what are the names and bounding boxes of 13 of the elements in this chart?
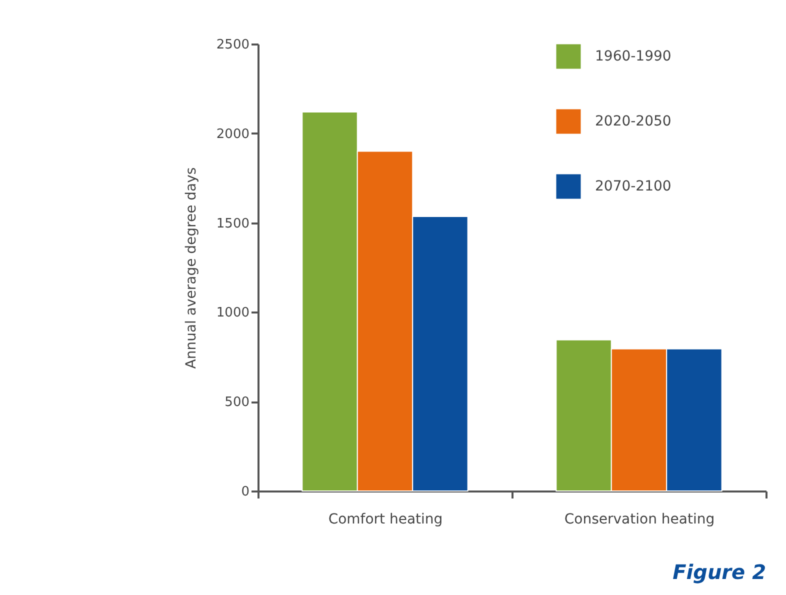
y-tick-label: 1000 bbox=[216, 306, 250, 321]
y-tick-label: 0 bbox=[241, 484, 250, 500]
x-tick-label: Conservation heating bbox=[564, 512, 715, 528]
y-tick-label: 2500 bbox=[216, 38, 250, 52]
legend-label: 1960-1990 bbox=[595, 48, 672, 64]
caption: Figure 2 bbox=[672, 560, 766, 584]
y-axis-title: Annual average degree days bbox=[183, 167, 200, 369]
legend-label: 2020-2050 bbox=[595, 114, 672, 130]
y-tick-label: 2000 bbox=[216, 126, 250, 142]
x-tick-label: Comfort heating bbox=[328, 512, 443, 528]
legend-label: 2070-2100 bbox=[595, 178, 672, 194]
y-tick-label: 1500 bbox=[216, 216, 250, 232]
y-tick-label: 500 bbox=[224, 395, 250, 410]
